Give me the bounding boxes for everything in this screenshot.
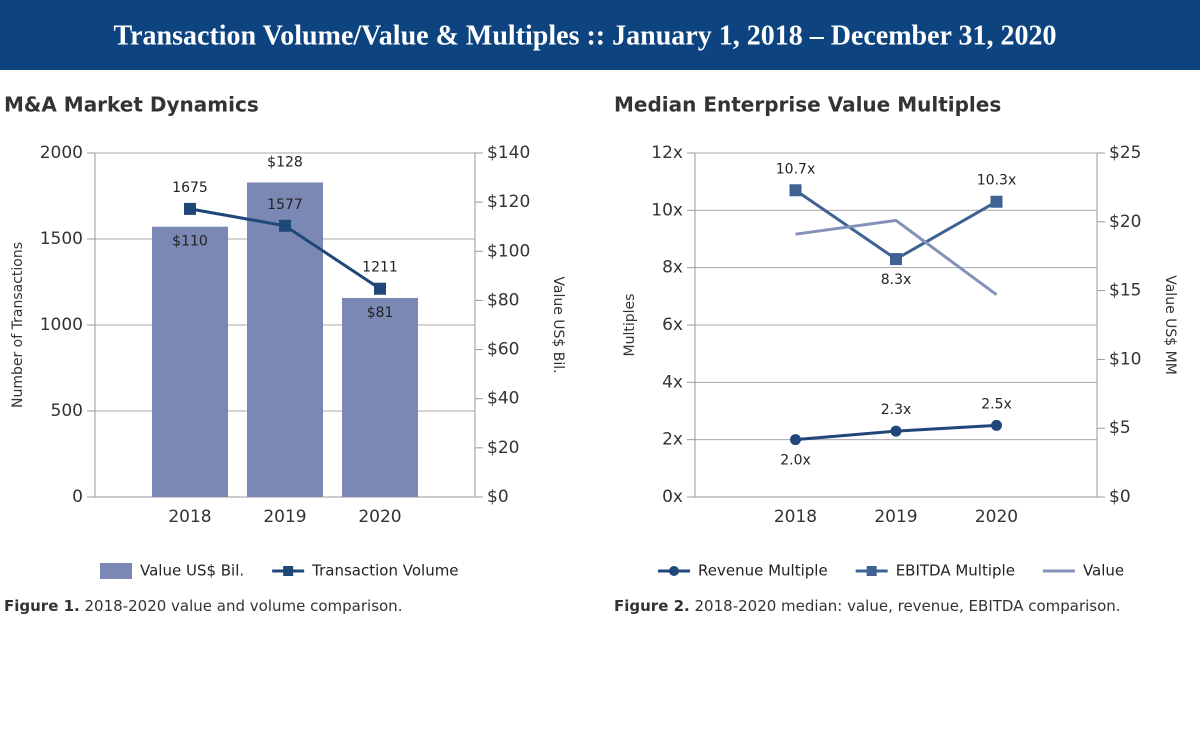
y2-tick-label: $10 — [1109, 349, 1141, 369]
y2-axis-label: Value US$ Bil. — [550, 276, 566, 373]
y2-tick-label: $25 — [1109, 143, 1141, 163]
data-label: 1211 — [362, 260, 398, 276]
data-label: $128 — [267, 154, 303, 170]
data-label: 2.0x — [780, 453, 811, 469]
bar — [247, 182, 323, 497]
y-tick-label: 8x — [662, 258, 683, 278]
legend-label: EBITDA Multiple — [896, 562, 1015, 580]
y2-tick-label: $0 — [487, 487, 509, 507]
y-axis-label: Multiples — [622, 294, 638, 357]
y-tick-label: 2x — [662, 430, 683, 450]
data-label: 2.3x — [881, 402, 912, 418]
header-title: Transaction Volume/Value & Multiples :: … — [114, 20, 1057, 51]
y2-tick-label: $140 — [487, 143, 530, 163]
caption-label: Figure 2. — [614, 597, 690, 615]
chart-title: M&A Market Dynamics — [4, 93, 259, 117]
caption: Figure 2. 2018-2020 median: value, reven… — [614, 597, 1121, 615]
bar — [342, 297, 418, 497]
legend-swatch — [100, 563, 132, 579]
line — [794, 189, 998, 261]
marker — [789, 184, 802, 197]
y-tick-label: 4x — [662, 372, 683, 392]
y-tick-label: 1500 — [40, 229, 83, 249]
data-label: 8.3x — [881, 272, 912, 288]
y2-tick-label: $60 — [487, 340, 519, 360]
y2-tick-label: $80 — [487, 290, 519, 310]
y-tick-label: 0 — [72, 487, 83, 507]
y-tick-label: 6x — [662, 315, 683, 335]
y2-tick-label: $5 — [1109, 418, 1131, 438]
legend-marker — [669, 566, 679, 576]
data-label: 10.3x — [977, 173, 1016, 189]
marker — [890, 253, 902, 266]
data-label: 1675 — [172, 180, 208, 196]
y2-tick-label: $40 — [487, 389, 519, 409]
x-tick-label: 2018 — [774, 507, 817, 527]
legend-label: Transaction Volume — [311, 562, 458, 580]
y2-tick-label: $120 — [487, 192, 530, 212]
marker — [279, 219, 291, 232]
y-tick-label: 2000 — [40, 143, 83, 163]
y2-tick-label: $15 — [1109, 281, 1141, 301]
marker — [790, 434, 801, 446]
legend-marker — [866, 566, 877, 576]
data-label: 1577 — [267, 197, 303, 213]
marker — [184, 202, 196, 215]
y-tick-label: 500 — [51, 401, 83, 421]
y-tick-label: 1000 — [40, 315, 83, 335]
marker — [374, 282, 386, 295]
data-label: 10.7x — [776, 161, 815, 177]
y2-tick-label: $0 — [1109, 487, 1131, 507]
y2-tick-label: $100 — [487, 241, 530, 261]
x-tick-label: 2018 — [168, 507, 211, 527]
marker — [990, 195, 1003, 208]
data-label: $110 — [172, 234, 208, 250]
chart-title: Median Enterprise Value Multiples — [614, 93, 1001, 117]
y2-tick-label: $20 — [1109, 212, 1141, 232]
y-tick-label: 10x — [651, 200, 683, 220]
x-tick-label: 2020 — [975, 507, 1018, 527]
line — [795, 218, 998, 296]
legend-label: Value US$ Bil. — [140, 562, 244, 580]
y-axis-label: Number of Transactions — [10, 242, 26, 408]
legend-label: Value — [1083, 562, 1124, 580]
x-tick-label: 2019 — [263, 507, 306, 527]
caption-text: 2018-2020 value and volume comparison. — [85, 597, 403, 615]
marker — [991, 419, 1002, 431]
caption-label: Figure 1. — [4, 597, 80, 615]
y2-tick-label: $20 — [487, 438, 519, 458]
bar — [152, 226, 228, 497]
x-tick-label: 2019 — [874, 507, 917, 527]
header-bar — [0, 0, 1200, 70]
legend-marker — [283, 566, 294, 576]
caption-text: 2018-2020 median: value, revenue, EBITDA… — [695, 597, 1121, 615]
y2-axis-label: Value US$ MM — [1162, 275, 1178, 375]
legend-label: Revenue Multiple — [698, 562, 828, 580]
data-label: $81 — [367, 305, 394, 321]
caption: Figure 1. 2018-2020 value and volume com… — [4, 597, 402, 615]
marker — [890, 425, 902, 437]
data-label: 2.5x — [981, 396, 1012, 412]
x-tick-label: 2020 — [358, 507, 401, 527]
y-tick-label: 12x — [651, 143, 683, 163]
y-tick-label: 0x — [662, 487, 683, 507]
